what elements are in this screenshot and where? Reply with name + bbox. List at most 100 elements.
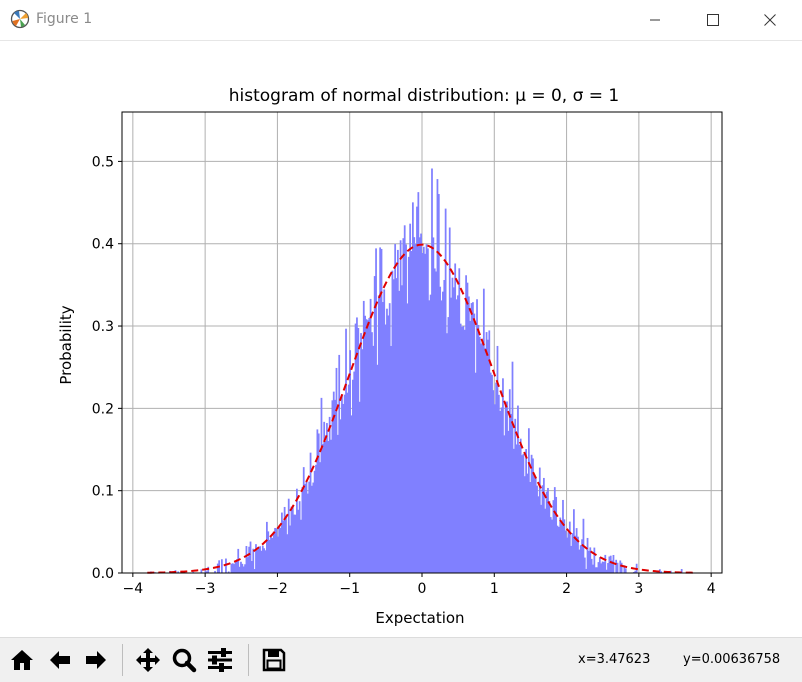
histogram-bar [311, 485, 313, 573]
window-titlebar: Figure 1 [0, 0, 802, 40]
histogram-bar [309, 452, 312, 573]
histogram-bar [527, 428, 530, 573]
histogram-bar [596, 567, 598, 573]
histogram-bar [575, 528, 578, 573]
close-button[interactable] [747, 0, 793, 40]
histogram-bar [533, 474, 536, 573]
cursor-y-readout: y=0.00636758 [683, 652, 781, 667]
histogram-bar [467, 296, 470, 573]
histogram-bar [360, 333, 362, 573]
histogram-bar [392, 279, 395, 573]
histogram-bar [504, 401, 507, 573]
y-tick-label: 0.1 [92, 484, 114, 500]
histogram-bar [268, 539, 271, 573]
histogram-bar [369, 298, 372, 573]
histogram-bar [470, 303, 473, 573]
histogram-bar [512, 448, 515, 573]
histogram-bar [205, 571, 208, 573]
histogram-bar [260, 550, 263, 573]
histogram-bar [585, 568, 588, 573]
histogram-bar [366, 320, 369, 573]
histogram-bar [459, 323, 462, 573]
histogram-bar [480, 343, 482, 573]
histogram-bar [547, 487, 549, 573]
histogram-bar [615, 559, 618, 573]
histogram-bar [339, 419, 342, 573]
configure-subplots-button[interactable] [204, 644, 236, 676]
histogram-bar [395, 278, 398, 573]
minimize-button[interactable] [632, 0, 678, 40]
histogram-bar [492, 390, 495, 573]
histogram-bar [481, 341, 484, 573]
histogram-bar [332, 391, 335, 573]
histogram-bar [214, 570, 216, 573]
histogram-bar [491, 374, 493, 573]
histogram-bar [282, 520, 285, 573]
histogram-bar [538, 467, 541, 573]
histogram-bar [313, 470, 316, 573]
pan-button[interactable] [132, 644, 164, 676]
x-axis-ticks: −4 −3 −2 −1 0 1 2 3 4 [123, 573, 716, 597]
histogram-bar [573, 509, 575, 573]
histogram-bar [336, 434, 339, 573]
histogram-bar [421, 253, 424, 574]
histogram-bar [474, 372, 477, 573]
histogram-bar [312, 482, 315, 573]
histogram-bar [388, 303, 391, 573]
window-title: Figure 1 [36, 11, 93, 27]
x-tick-label: 4 [707, 581, 716, 597]
histogram-bar [216, 563, 219, 573]
histogram-bar [413, 237, 416, 574]
histogram-bar [354, 323, 357, 573]
histogram-bar [255, 544, 257, 573]
histogram-bar [317, 433, 320, 573]
x-tick-label: 2 [562, 581, 571, 597]
histogram-bar [362, 300, 365, 573]
histogram-bar [447, 317, 450, 573]
histogram-bar [305, 480, 308, 573]
histogram-bar [410, 251, 413, 573]
figure-canvas[interactable]: −4 −3 −2 −1 0 1 2 3 4 0.0 0.1 0.2 0.3 0.4 0.5 histogr… [0, 41, 802, 638]
forward-button[interactable] [80, 644, 112, 676]
histogram-bar [351, 379, 354, 573]
histogram-bar [276, 536, 279, 573]
histogram-bar [451, 277, 454, 573]
histogram-bar [608, 556, 611, 573]
histogram-bar [594, 567, 597, 573]
forward-arrow-icon [86, 651, 106, 669]
histogram-bar [600, 563, 603, 573]
histogram-bar [560, 520, 563, 573]
save-button[interactable] [258, 644, 290, 676]
histogram-bar [275, 528, 278, 573]
histogram-bar [660, 571, 663, 573]
histogram-bar [518, 444, 521, 573]
histogram-bar [200, 569, 203, 573]
histogram-bar [403, 225, 406, 573]
histogram-bar [267, 531, 270, 573]
maximize-button[interactable] [690, 0, 736, 40]
histogram-bar [511, 361, 514, 573]
histogram-bar [407, 256, 410, 573]
zoom-button[interactable] [168, 644, 200, 676]
histogram-bar [526, 473, 529, 573]
home-icon [11, 650, 33, 670]
x-tick-label: −1 [339, 581, 360, 597]
histogram-bar [245, 546, 248, 573]
histogram-bar [234, 561, 237, 573]
histogram-bar [320, 397, 323, 573]
histogram-bar [416, 206, 418, 574]
histogram-bar [235, 559, 238, 573]
histogram-bar [431, 168, 433, 573]
titlebar-divider [0, 40, 802, 41]
histogram-bar [558, 526, 560, 573]
histogram-bar [510, 413, 513, 573]
matplotlib-logo-icon [10, 9, 30, 29]
histogram-bar [384, 324, 387, 573]
histogram-bar [592, 564, 594, 573]
pan-move-icon [136, 648, 160, 672]
histogram-bar [405, 244, 407, 574]
back-button[interactable] [44, 644, 76, 676]
home-button[interactable] [6, 644, 38, 676]
histogram-bar [568, 521, 571, 573]
histogram-bar [437, 194, 440, 573]
